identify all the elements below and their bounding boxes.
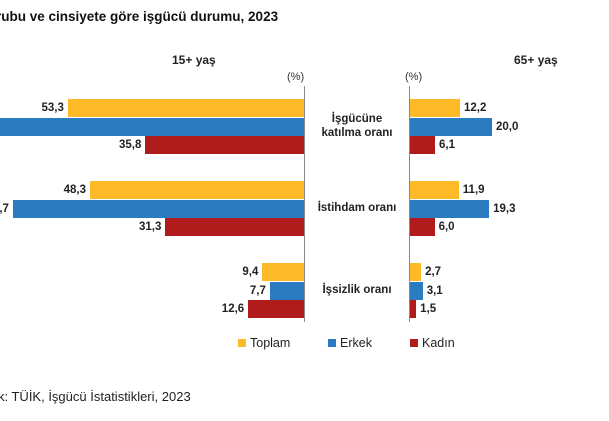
bar-15-Kadın-2 xyxy=(248,300,304,318)
bar-65-Kadın-2 xyxy=(410,300,417,318)
unit-label-15: (%) xyxy=(287,71,305,83)
bar-15-Erkek-1 xyxy=(12,199,304,218)
axis-65 xyxy=(409,86,410,322)
unit-label-65: (%) xyxy=(405,71,423,83)
category-label: İstihdam oranı xyxy=(317,202,397,214)
bar-15-Toplam-0 xyxy=(67,99,304,117)
data-label: 12,6 xyxy=(221,303,245,315)
legend-label: Kadın xyxy=(422,336,455,350)
data-label: 3,1 xyxy=(426,284,443,297)
bar-15-Kadın-1 xyxy=(165,218,304,236)
legend-item-Erkek: Erkek xyxy=(328,336,372,350)
category-label: İşsizlik oranı xyxy=(322,284,392,296)
data-label: 6,0 xyxy=(438,221,455,233)
bar-65-Erkek-0 xyxy=(410,117,492,136)
data-label: 2,7 xyxy=(425,266,442,278)
bar-65-Toplam-0 xyxy=(410,99,461,117)
bar-15-Kadın-0 xyxy=(145,136,304,154)
axis-15 xyxy=(304,86,305,322)
bar-65-Toplam-1 xyxy=(410,181,459,199)
panel-title-65: 65+ yaş xyxy=(514,53,558,67)
data-label: 48,3 xyxy=(63,184,87,196)
chart-title: rubu ve cinsiyete göre işgücü durumu, 20… xyxy=(0,9,279,24)
legend-label: Erkek xyxy=(340,336,372,350)
legend-item-Toplam: Toplam xyxy=(238,336,290,350)
bar-65-Kadın-1 xyxy=(410,218,435,236)
bar-65-Erkek-2 xyxy=(410,281,423,300)
data-label: 31,3 xyxy=(138,221,162,233)
legend-label: Toplam xyxy=(250,336,291,350)
data-label: 12,2 xyxy=(464,102,487,114)
legend-swatch xyxy=(328,339,336,347)
panel-title-15: 15+ yaş xyxy=(172,53,216,67)
data-label: 1,5 xyxy=(420,303,437,315)
bar-15-Toplam-2 xyxy=(262,263,304,281)
legend-item-Kadın: Kadın xyxy=(410,336,455,350)
data-label: 7,7 xyxy=(249,284,266,297)
data-label: 53,3 xyxy=(41,102,64,114)
data-label: 6,1 xyxy=(439,139,455,151)
bar-65-Erkek-1 xyxy=(410,199,490,218)
data-label: 20,0 xyxy=(496,120,519,133)
legend-swatch xyxy=(238,339,246,347)
bar-65-Kadın-0 xyxy=(410,136,435,154)
category-label: İşgücüne katılma oranı xyxy=(321,113,393,139)
data-label: 9,4 xyxy=(242,266,259,278)
data-label: 11,9 xyxy=(462,184,485,196)
bar-15-Toplam-1 xyxy=(90,181,304,199)
source-note: k: TÜİK, İşgücü İstatistikleri, 2023 xyxy=(0,389,191,404)
legend-swatch xyxy=(410,339,418,347)
data-label: 35,8 xyxy=(119,139,142,151)
bar-15-Erkek-2 xyxy=(269,281,304,300)
data-label: 7,7 xyxy=(0,202,9,215)
bar-15-Erkek-0 xyxy=(0,117,304,136)
data-label: 19,3 xyxy=(493,202,516,215)
bar-65-Toplam-2 xyxy=(410,263,422,281)
